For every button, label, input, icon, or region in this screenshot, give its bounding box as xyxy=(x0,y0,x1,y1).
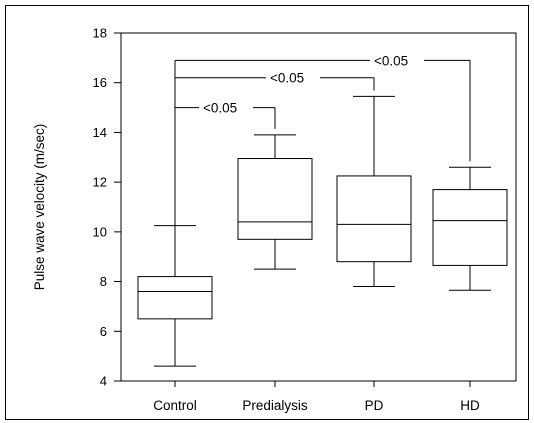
x-category-label: Control xyxy=(153,398,197,413)
y-tick-label: 18 xyxy=(93,26,107,41)
significance-label: <0.05 xyxy=(374,53,408,68)
y-tick-label: 6 xyxy=(100,324,107,339)
iqr-box xyxy=(237,158,313,240)
iqr-box xyxy=(432,189,508,266)
x-category-label: HD xyxy=(460,398,480,413)
y-tick-label: 4 xyxy=(100,374,107,389)
x-category-label: Predialysis xyxy=(242,398,308,413)
iqr-box xyxy=(137,276,213,320)
y-tick-label: 12 xyxy=(93,175,107,190)
significance-label: <0.05 xyxy=(270,71,304,86)
x-category-label: PD xyxy=(365,398,384,413)
y-tick-label: 16 xyxy=(93,75,107,90)
y-tick-label: 14 xyxy=(93,125,107,140)
significance-label: <0.05 xyxy=(203,101,237,116)
y-tick-label: 10 xyxy=(93,224,107,239)
plot-area-border xyxy=(120,32,517,382)
y-tick-label: 8 xyxy=(100,274,107,289)
figure-frame xyxy=(5,5,529,420)
iqr-box xyxy=(336,175,412,263)
y-axis-label: Pulse wave velocity (m/sec) xyxy=(32,124,47,291)
